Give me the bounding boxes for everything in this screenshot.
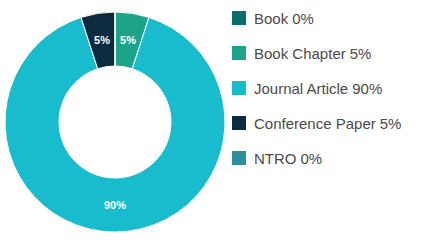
legend-label: NTRO0% [254,150,322,167]
legend-value: 5% [380,115,402,132]
legend-entry: NTRO0% [232,150,322,167]
legend-entry: Journal Article90% [232,80,382,97]
legend-value: 5% [350,45,372,62]
legend-category: Journal Article [254,80,348,97]
slice [81,12,115,69]
slice [115,12,116,66]
legend-label: Book Chapter5% [254,45,371,62]
legend-category: NTRO [254,150,297,167]
legend-value: 0% [292,10,314,27]
data-label: 5% [94,34,110,46]
legend-category: Book [254,10,289,27]
legend-swatch [232,11,246,25]
legend-swatch [232,151,246,165]
legend: Book0%Book Chapter5%Journal Article90%Co… [232,10,401,167]
donut [5,12,225,232]
legend-label: Conference Paper5% [254,115,401,132]
legend-category: Book Chapter [254,45,346,62]
legend-entry: Conference Paper5% [232,115,401,132]
slice [115,12,116,66]
legend-swatch [232,46,246,60]
data-label: 5% [120,34,136,46]
legend-swatch [232,81,246,95]
legend-entry: Book Chapter5% [232,45,371,62]
legend-entry: Book0% [232,10,314,27]
legend-label: Book0% [254,10,314,27]
legend-label: Journal Article90% [254,80,382,97]
data-labels: 5% 90% 5% [94,34,136,211]
legend-value: 0% [301,150,323,167]
legend-value: 90% [352,80,382,97]
chart: 5%90%5%Book0%Book Chapter5%Journal Artic… [0,0,443,246]
legend-category: Conference Paper [254,115,376,132]
legend-swatch [232,116,246,130]
data-label: 90% [104,199,126,211]
